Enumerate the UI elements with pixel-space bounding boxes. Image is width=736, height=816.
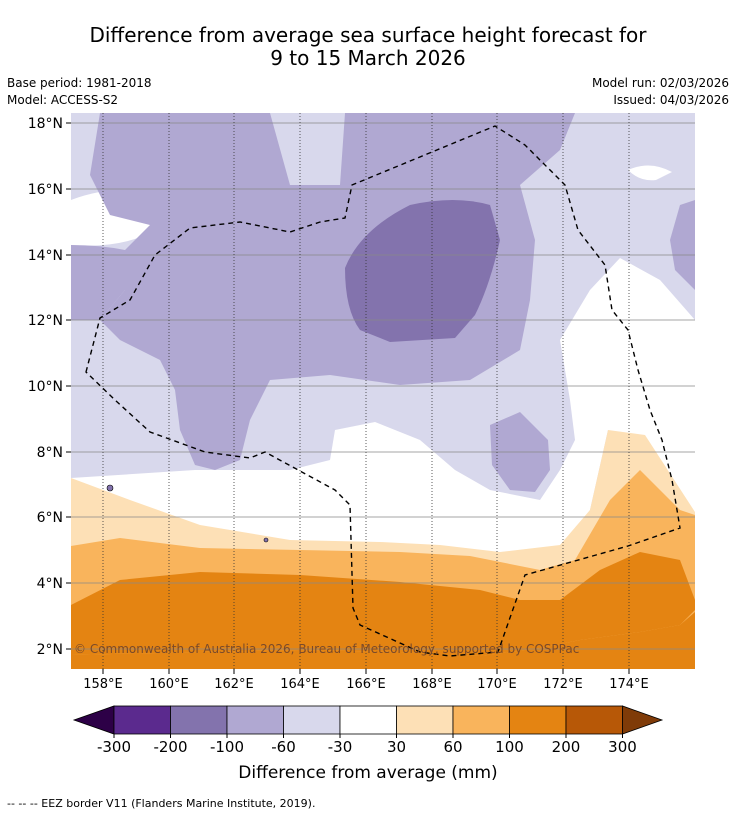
- colorbar-tick-label: 60: [443, 738, 462, 756]
- colorbar-tick-label: 100: [495, 738, 524, 756]
- colorbar-tick-label: -200: [153, 738, 187, 756]
- model-name: Model: ACCESS-S2: [7, 93, 119, 107]
- lon-label: 174°E: [609, 677, 649, 692]
- colorbar-under-arrow: [72, 705, 115, 735]
- lon-label: 160°E: [149, 677, 189, 692]
- colorbar: -300 -200 -100 -60 -30 30 60 100 200 300: [72, 705, 664, 756]
- colorbar-tick-label: -300: [97, 738, 131, 756]
- latitude-labels: 18°N 16°N 14°N 12°N 10°N 8°N 6°N 4°N 2°N: [28, 116, 71, 658]
- lon-label: 164°E: [280, 677, 320, 692]
- lon-label: 162°E: [214, 677, 254, 692]
- map-title-line2: 9 to 15 March 2026: [270, 46, 466, 70]
- issued-date: Issued: 04/03/2026: [613, 93, 729, 107]
- model-run: Model run: 02/03/2026: [591, 76, 729, 90]
- copyright-note: © Commonwealth of Australia 2026, Bureau…: [74, 642, 579, 656]
- colorbar-swatch: [396, 705, 454, 735]
- lat-label: 14°N: [28, 248, 63, 264]
- colorbar-swatch: [339, 705, 397, 735]
- lon-label: 166°E: [346, 677, 386, 692]
- colorbar-tick-label: -100: [210, 738, 244, 756]
- colorbar-swatch: [452, 705, 510, 735]
- colorbar-tick-label: -60: [271, 738, 296, 756]
- sea-surface-height-map: [71, 113, 695, 669]
- colorbar-swatch: [283, 705, 341, 735]
- lat-label: 12°N: [28, 313, 63, 329]
- colorbar-swatch: [565, 705, 623, 735]
- colorbar-tick-label: 300: [608, 738, 637, 756]
- lat-label: 2°N: [37, 642, 63, 658]
- eez-footnote: -- -- -- EEZ border V11 (Flanders Marine…: [7, 797, 316, 810]
- lon-label: 172°E: [543, 677, 583, 692]
- lon-label: 158°E: [83, 677, 123, 692]
- eez-border: [85, 125, 681, 657]
- base-period: Base period: 1981-2018: [7, 76, 152, 90]
- colorbar-swatch: [113, 705, 171, 735]
- longitude-labels: 158°E 160°E 162°E 164°E 166°E 168°E 170°E 172°E…: [83, 669, 649, 692]
- colorbar-swatch: [509, 705, 567, 735]
- colorbar-label: Difference from average (mm): [238, 763, 497, 783]
- lon-label: 170°E: [477, 677, 517, 692]
- lat-label: 16°N: [28, 182, 63, 198]
- lat-label: 4°N: [37, 576, 63, 592]
- colorbar-swatch: [170, 705, 228, 735]
- lat-label: 10°N: [28, 379, 63, 395]
- colorbar-tick-label: 30: [387, 738, 406, 756]
- lon-label: 168°E: [412, 677, 452, 692]
- lat-label: 8°N: [37, 445, 63, 461]
- colorbar-tick-label: 200: [552, 738, 581, 756]
- lat-label: 6°N: [37, 510, 63, 526]
- map-title-line1: Difference from average sea surface heig…: [89, 23, 647, 47]
- colorbar-over-arrow: [622, 705, 664, 735]
- colorbar-tick-label: -30: [328, 738, 353, 756]
- lat-label: 18°N: [28, 116, 63, 132]
- colorbar-swatch: [226, 705, 284, 735]
- map-graticule: [71, 122, 695, 650]
